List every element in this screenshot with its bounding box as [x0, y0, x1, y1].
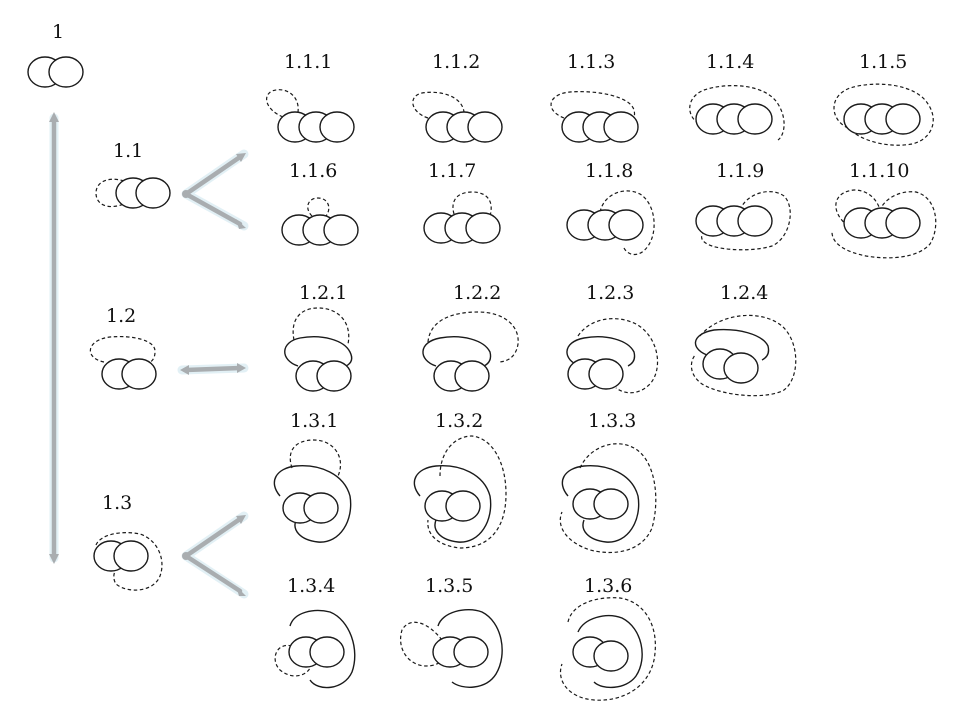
label-1-3-4: 1.3.4: [287, 575, 335, 597]
label-1-3-2: 1.3.2: [435, 410, 483, 432]
figure-1-1-6: [281, 197, 359, 246]
label-1-2-4: 1.2.4: [720, 282, 768, 304]
figure-1-1-10: [831, 189, 937, 259]
figure-1-3-3: [559, 443, 657, 554]
label-1-1-3: 1.1.3: [567, 51, 615, 73]
figure-1-3: [93, 532, 163, 591]
figure-1-1-9: [695, 191, 791, 251]
figure-1-3-1: [273, 439, 352, 543]
label-1-1: 1.1: [113, 140, 143, 162]
label-1-1-1: 1.1.1: [284, 51, 332, 73]
figure-1-2-3: [566, 318, 659, 394]
vertical-double-arrow: [49, 112, 59, 564]
figure-1-1-4: [689, 85, 785, 141]
figure-1-3-6: [560, 597, 656, 701]
figure-1-1-7: [423, 191, 501, 244]
label-1-3-5: 1.3.5: [425, 575, 473, 597]
label-1-1-7: 1.1.7: [428, 160, 476, 182]
figure-1-2-4: [690, 314, 797, 397]
label-1-3: 1.3: [102, 492, 132, 514]
figure-1-2-1: [284, 307, 353, 392]
figure-1-3-4: [274, 609, 356, 689]
arrows: [49, 112, 249, 599]
label-1-2: 1.2: [106, 305, 136, 327]
figure-1-1-2: [412, 91, 503, 143]
label-1-3-3: 1.3.3: [588, 410, 636, 432]
branch-arrow-1-1: [181, 149, 249, 231]
label-1-2-3: 1.2.3: [586, 282, 634, 304]
label-1-3-6: 1.3.6: [584, 575, 632, 597]
label-1-1-8: 1.1.8: [585, 160, 633, 182]
figure-1-2-2: [422, 311, 519, 392]
figure-1-3-2: [413, 435, 507, 549]
figure-1-3-5: [400, 608, 503, 688]
label-1-2-1: 1.2.1: [299, 282, 347, 304]
figure-1-1: [95, 177, 171, 209]
figure-1-2: [89, 335, 157, 390]
figure-1-1-8: [566, 190, 655, 256]
figure-1-1-3: [550, 91, 639, 143]
label-1-1-4: 1.1.4: [706, 51, 754, 73]
label-1-1-5: 1.1.5: [859, 51, 907, 73]
label-1-1-6: 1.1.6: [289, 160, 337, 182]
figure-1-1-1: [266, 89, 355, 143]
label-1-1-9: 1.1.9: [716, 160, 764, 182]
labels: 1 1.1 1.2 1.3 1.1.1 1.1.2 1.1.3 1.1.4 1.…: [52, 21, 909, 597]
branch-arrow-1-3: [181, 511, 249, 599]
figure-1-1-5: [833, 83, 934, 146]
label-1: 1: [52, 21, 64, 43]
label-1-3-1: 1.3.1: [290, 410, 338, 432]
double-arrow-1-2: [177, 363, 249, 375]
label-1-1-2: 1.1.2: [432, 51, 480, 73]
figure-1: [27, 56, 84, 88]
label-1-2-2: 1.2.2: [453, 282, 501, 304]
label-1-1-10: 1.1.10: [849, 160, 909, 182]
